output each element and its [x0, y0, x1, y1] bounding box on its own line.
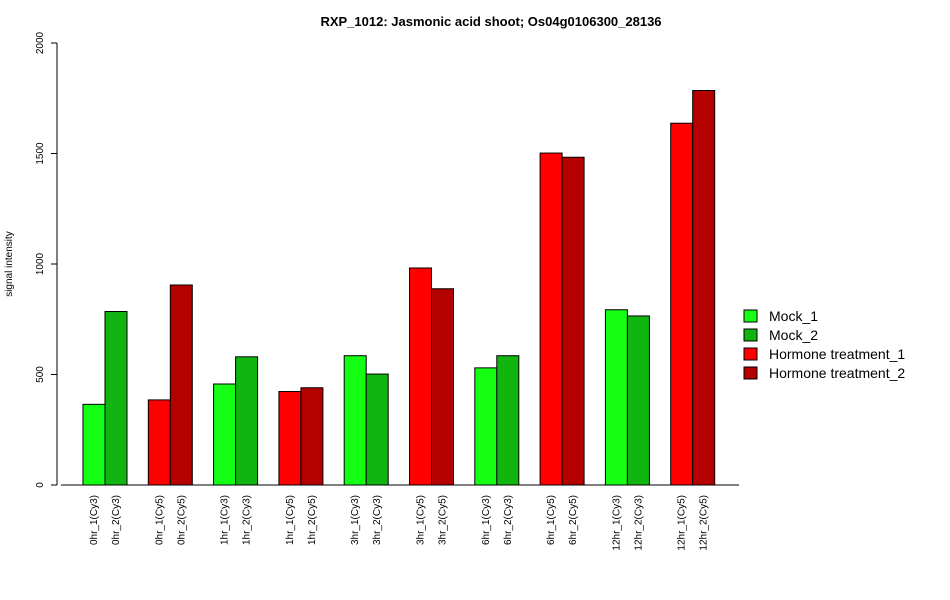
legend-swatch — [743, 328, 758, 342]
bar — [431, 288, 454, 486]
y-tick-label: 500 — [35, 366, 46, 383]
y-tick-label: 0 — [35, 482, 46, 488]
chart-title: RXP_1012: Jasmonic acid shoot; Os04g0106… — [320, 14, 661, 29]
legend: Mock_1 Mock_2 Hormone treatment_1 Hormone t… — [743, 308, 905, 381]
bar — [365, 373, 389, 486]
x-tick-label: 6hr_1(Cy3) — [481, 495, 492, 545]
bar — [300, 387, 324, 486]
x-tick-label: 0hr_2(Cy5) — [176, 495, 187, 545]
legend-swatch — [743, 347, 758, 361]
y-axis-label: signal intensity — [4, 231, 15, 297]
x-tick-labels: 0hr_1(Cy3) 0hr_2(Cy3) 0hr_1(Cy5) 0hr_2(Cy5)… — [89, 495, 710, 551]
x-tick-label: 12hr_1(Cy3) — [611, 495, 622, 551]
legend-label: Mock_1 — [769, 308, 818, 324]
bar — [343, 355, 367, 486]
legend-swatch — [743, 366, 758, 380]
bar — [692, 90, 716, 486]
bar — [626, 315, 650, 486]
legend-label: Hormone treatment_2 — [769, 365, 905, 381]
x-tick-label: 6hr_2(Cy3) — [503, 495, 514, 545]
bars — [82, 90, 716, 486]
bar — [169, 284, 193, 486]
bar — [670, 122, 694, 486]
bar — [147, 399, 171, 486]
x-tick-label: 12hr_1(Cy5) — [677, 495, 688, 551]
bar — [539, 152, 563, 486]
x-tick-label: 6hr_1(Cy5) — [546, 495, 557, 545]
x-tick-label: 12hr_2(Cy5) — [699, 495, 710, 551]
y-tick-label: 2000 — [35, 31, 46, 54]
x-tick-label: 3hr_1(Cy5) — [416, 495, 427, 545]
y-tick-label: 1500 — [35, 142, 46, 165]
legend-swatch — [743, 309, 758, 323]
bar — [561, 156, 585, 486]
x-tick-label: 1hr_2(Cy3) — [242, 495, 253, 545]
legend-label: Mock_2 — [769, 327, 818, 343]
bar — [82, 403, 106, 486]
x-tick-label: 12hr_2(Cy3) — [633, 495, 644, 551]
x-tick-label: 1hr_1(Cy5) — [285, 495, 296, 545]
x-tick-label: 0hr_1(Cy5) — [154, 495, 165, 545]
x-tick-label: 0hr_2(Cy3) — [111, 495, 122, 545]
x-tick-label: 1hr_2(Cy5) — [307, 495, 318, 545]
bar — [235, 356, 259, 486]
y-tick-label: 1000 — [35, 252, 46, 275]
x-tick-label: 1hr_1(Cy3) — [220, 495, 231, 545]
x-tick-label: 3hr_1(Cy3) — [350, 495, 361, 545]
bar — [474, 367, 498, 486]
bar — [278, 391, 302, 486]
bar — [104, 311, 128, 486]
bar — [213, 383, 237, 486]
bar — [409, 267, 432, 486]
x-tick-label: 3hr_2(Cy3) — [372, 495, 383, 545]
x-tick-label: 6hr_2(Cy5) — [568, 495, 579, 545]
bar — [496, 355, 520, 486]
bar — [604, 309, 628, 486]
legend-label: Hormone treatment_1 — [769, 346, 905, 362]
x-tick-label: 3hr_2(Cy5) — [438, 495, 449, 545]
x-tick-label: 0hr_1(Cy3) — [89, 495, 100, 545]
